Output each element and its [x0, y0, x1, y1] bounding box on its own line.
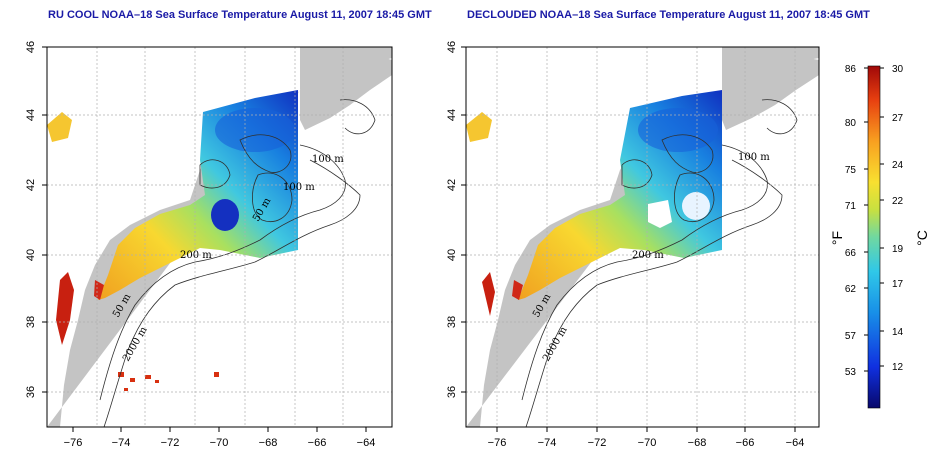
- chesapeake-sst: [482, 272, 495, 316]
- declouded-gap: [648, 200, 672, 228]
- celsius-unit-label: °C: [914, 230, 930, 246]
- temperature-colorbar: 86 80 75 71 66 62 57 53 30 27 24 22 19 1…: [829, 64, 930, 409]
- celsius-tick-label: 12: [892, 362, 904, 373]
- delaware-sst: [512, 280, 523, 300]
- cold-core: [211, 199, 239, 231]
- land-mass: [47, 47, 392, 427]
- lon-tick-label: −72: [588, 437, 607, 449]
- longitude-axis: −76 −74 −72 −70 −68 −66 −64: [64, 427, 376, 449]
- lon-tick-label: −76: [64, 437, 83, 449]
- contour-label-200m: 200 m: [632, 250, 664, 261]
- celsius-tick-label: 19: [892, 244, 904, 255]
- celsius-tick-label: 27: [892, 113, 904, 124]
- lat-tick-label: 42: [25, 179, 37, 191]
- cool-region: [215, 108, 295, 152]
- lon-tick-label: −64: [357, 437, 376, 449]
- lon-tick-label: −66: [308, 437, 327, 449]
- fahrenheit-tick-label: 66: [845, 248, 857, 259]
- contour-label-100m: 100 m: [738, 152, 770, 163]
- lon-tick-label: −74: [538, 437, 557, 449]
- delaware-sst: [94, 280, 104, 300]
- celsius-tick-label: 17: [892, 279, 904, 290]
- lat-tick-label: 38: [25, 316, 37, 328]
- lat-tick-label: 46: [446, 41, 458, 53]
- lon-tick-label: −68: [688, 437, 707, 449]
- lon-tick-label: −68: [259, 437, 278, 449]
- celsius-tick-label: 24: [892, 160, 904, 171]
- lat-tick-label: 44: [446, 109, 458, 121]
- nova-scotia-land: [300, 58, 392, 130]
- land-mass: [466, 47, 819, 427]
- depth-contours: [99, 99, 376, 427]
- fahrenheit-tick-label: 57: [845, 331, 857, 342]
- lat-tick-label: 42: [446, 179, 458, 191]
- lon-tick-label: −72: [161, 437, 180, 449]
- lat-tick-label: 38: [446, 316, 458, 328]
- long-island-sound-sst: [47, 112, 72, 142]
- fahrenheit-tick-label: 71: [845, 201, 857, 212]
- left-map-panel: 100 m 100 m 50 m 200 m 50 m 2000 m 46 44…: [25, 41, 393, 449]
- colorbar-gradient: [867, 65, 881, 409]
- lon-tick-label: −64: [786, 437, 805, 449]
- lon-tick-label: −76: [488, 437, 507, 449]
- lat-tick-label: 36: [25, 386, 37, 398]
- lat-tick-label: 36: [446, 386, 458, 398]
- latitude-axis: 46 44 42 40 38 36: [25, 41, 47, 398]
- fahrenheit-tick-label: 75: [845, 165, 857, 176]
- fahrenheit-unit-label: °F: [829, 231, 845, 245]
- lon-tick-label: −70: [638, 437, 657, 449]
- depth-contours: [521, 99, 798, 427]
- contour-label-100m-b: 100 m: [283, 182, 315, 193]
- longitude-axis: −76 −74 −72 −70 −68 −66 −64: [488, 427, 805, 449]
- lat-tick-label: 46: [25, 41, 37, 53]
- lon-tick-label: −66: [736, 437, 755, 449]
- fahrenheit-tick-label: 62: [845, 284, 857, 295]
- lat-tick-label: 40: [446, 249, 458, 261]
- map-grid: [466, 47, 819, 427]
- cool-region: [638, 108, 718, 152]
- fahrenheit-tick-label: 80: [845, 118, 857, 129]
- map-frame: [465, 46, 820, 428]
- chesapeake-sst: [56, 272, 74, 345]
- lat-tick-label: 44: [25, 109, 37, 121]
- right-map-panel: 100 m 200 m 50 m 2000 m 46 44 42 40 38 3…: [446, 41, 820, 449]
- map-grid: [47, 47, 392, 427]
- celsius-tick-label: 22: [892, 196, 904, 207]
- contour-label-200m: 200 m: [180, 250, 212, 261]
- declouded-gap-east: [682, 192, 710, 220]
- latitude-axis: 46 44 42 40 38 36: [446, 41, 466, 398]
- lat-tick-label: 40: [25, 249, 37, 261]
- lon-tick-label: −74: [112, 437, 131, 449]
- celsius-tick-label: 14: [892, 327, 904, 338]
- lon-tick-label: −70: [210, 437, 229, 449]
- left-map-title: RU COOL NOAA–18 Sea Surface Temperature …: [48, 9, 432, 21]
- fahrenheit-tick-label: 86: [845, 64, 857, 75]
- southern-red-patches: [118, 372, 219, 391]
- long-island-sound-sst: [466, 112, 492, 142]
- celsius-tick-label: 30: [892, 64, 904, 75]
- contour-label-100m: 100 m: [312, 154, 344, 165]
- right-map-title: DECLOUDED NOAA–18 Sea Surface Temperatur…: [467, 9, 870, 21]
- fahrenheit-tick-label: 53: [845, 367, 857, 378]
